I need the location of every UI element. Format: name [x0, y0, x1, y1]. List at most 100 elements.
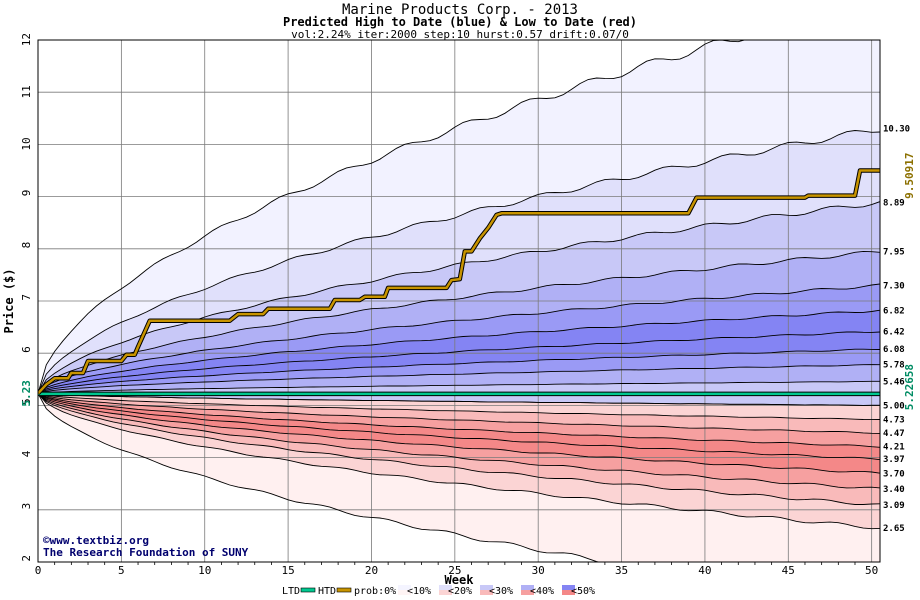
low-band-label-2: 4.47 — [883, 429, 905, 439]
y-tick-label-2: 4 — [20, 450, 33, 457]
low-band-0 — [38, 393, 880, 420]
low-percentile-line-7 — [38, 393, 880, 505]
x-tick-label-9: 45 — [782, 564, 795, 577]
x-tick-label-7: 35 — [615, 564, 628, 577]
high-band-7 — [38, 349, 880, 394]
legend-box-lower-5 — [480, 590, 493, 595]
low-band-1 — [38, 393, 880, 434]
x-tick-label-0: 0 — [35, 564, 42, 577]
low-percentile-line-8 — [38, 393, 880, 530]
legend-swatch-ltd — [300, 587, 316, 593]
x-tick-label-4: 20 — [365, 564, 378, 577]
low-band-label-1: 4.73 — [883, 415, 905, 425]
low-percentile-line-3 — [38, 392, 880, 448]
high-percentile-line-6 — [38, 331, 880, 394]
y-tick-label-8: 10 — [20, 137, 33, 150]
legend-box-upper-6 — [521, 585, 534, 590]
start-price-label: 5.23 — [20, 380, 33, 407]
low-percentile-line-5 — [38, 393, 880, 474]
low-band-4 — [38, 393, 880, 474]
x-tick-label-6: 30 — [532, 564, 545, 577]
legend-box-upper-5 — [480, 585, 493, 590]
high-band-label-6: 6.42 — [883, 327, 905, 337]
legend-label-htd: HTD — [318, 586, 336, 597]
plot-frame — [37, 39, 881, 563]
low-percentile-line-1 — [38, 392, 880, 421]
high-band-6 — [38, 332, 880, 394]
y-tick-label-5: 7 — [20, 294, 33, 301]
high-percentile-line-0 — [38, 40, 747, 394]
high-band-label-2: 8.89 — [883, 198, 905, 208]
legend-label-6: <40% — [530, 586, 554, 597]
legend-label-7: <50% — [571, 586, 595, 597]
chart-title: Marine Products Corp. - 2013 — [341, 2, 578, 18]
credit-website: ©www.textbiz.org — [43, 534, 149, 547]
high-band-label-9: 5.46 — [883, 377, 905, 387]
high-band-5 — [38, 310, 880, 394]
high-band-2 — [38, 201, 880, 394]
x-axis-label: Week — [445, 573, 475, 587]
legend-box-lower-3 — [398, 590, 411, 595]
low-percentile-line-4 — [38, 393, 880, 461]
low-band-label-3: 4.21 — [883, 443, 905, 453]
legend-label-ltd: LTD — [282, 586, 300, 597]
low-band-3 — [38, 393, 880, 460]
high-percentile-line-5 — [38, 309, 880, 394]
low-band-label-4: 3.97 — [883, 455, 905, 465]
legend-box-upper-4 — [439, 585, 452, 590]
y-tick-label-6: 8 — [20, 242, 33, 249]
low-band-5 — [38, 393, 880, 488]
high-percentile-line-3 — [38, 250, 880, 394]
high-band-8 — [38, 364, 880, 394]
x-tick-label-2: 10 — [198, 564, 211, 577]
y-tick-label-9: 11 — [20, 85, 33, 98]
high-band-4 — [38, 284, 880, 394]
high-band-label-7: 6.08 — [883, 345, 905, 355]
x-tick-label-5: 25 — [448, 564, 461, 577]
ltd-final-value: 5.22658 — [903, 364, 916, 410]
legend-box-lower-6 — [521, 590, 534, 595]
low-band-label-6: 3.40 — [883, 485, 905, 495]
legend-box-lower-4 — [439, 590, 452, 595]
y-tick-label-10: 12 — [20, 33, 33, 46]
credit-organization: The Research Foundation of SUNY — [43, 546, 249, 559]
x-tick-label-8: 40 — [698, 564, 711, 577]
legend-label-3: <10% — [407, 586, 431, 597]
high-percentile-line-9 — [38, 380, 880, 394]
legend-label-4: <20% — [448, 586, 472, 597]
x-tick-label-1: 5 — [118, 564, 125, 577]
high-band-label-1: 10.30 — [883, 125, 910, 135]
low-band-label-7: 3.09 — [883, 501, 905, 511]
low-percentile-line-6 — [38, 393, 880, 489]
low-percentile-line-2 — [38, 392, 880, 434]
legend-prob-label: prob:0% — [354, 586, 396, 597]
high-band-0 — [38, 40, 880, 394]
low-percentile-line-9 — [38, 393, 601, 562]
high-band-label-5: 6.82 — [883, 306, 905, 316]
x-tick-label-3: 15 — [281, 564, 294, 577]
low-band-6 — [38, 393, 880, 505]
low-band-label-8: 2.65 — [883, 524, 905, 534]
chart-subtitle: Predicted High to Date (blue) & Low to D… — [282, 15, 637, 29]
htd-line — [38, 169, 880, 395]
legend-box-lower-7 — [562, 590, 575, 595]
high-band-label-10: 5.00 — [883, 401, 905, 411]
legend-box-upper-7 — [562, 585, 575, 590]
high-percentile-line-8 — [38, 364, 880, 394]
high-band-label-3: 7.95 — [883, 247, 905, 257]
high-band-3 — [38, 251, 880, 394]
y-tick-label-3: 5 — [20, 398, 33, 405]
htd-final-value: 9.50917 — [903, 153, 916, 199]
y-tick-label-1: 3 — [20, 503, 33, 510]
legend-label-5: <30% — [489, 586, 513, 597]
x-tick-label-10: 50 — [865, 564, 878, 577]
legend-swatch-htd — [336, 587, 352, 593]
high-percentile-line-1 — [38, 130, 880, 394]
high-band-label-4: 7.30 — [883, 281, 905, 291]
low-band-7 — [38, 393, 880, 529]
chart-parameters: vol:2.24% iter:2000 step:10 hurst:0.57 d… — [291, 28, 629, 41]
high-band-label-8: 5.78 — [883, 361, 905, 371]
low-band-8 — [38, 393, 880, 562]
y-axis-label: Price ($) — [2, 268, 16, 333]
